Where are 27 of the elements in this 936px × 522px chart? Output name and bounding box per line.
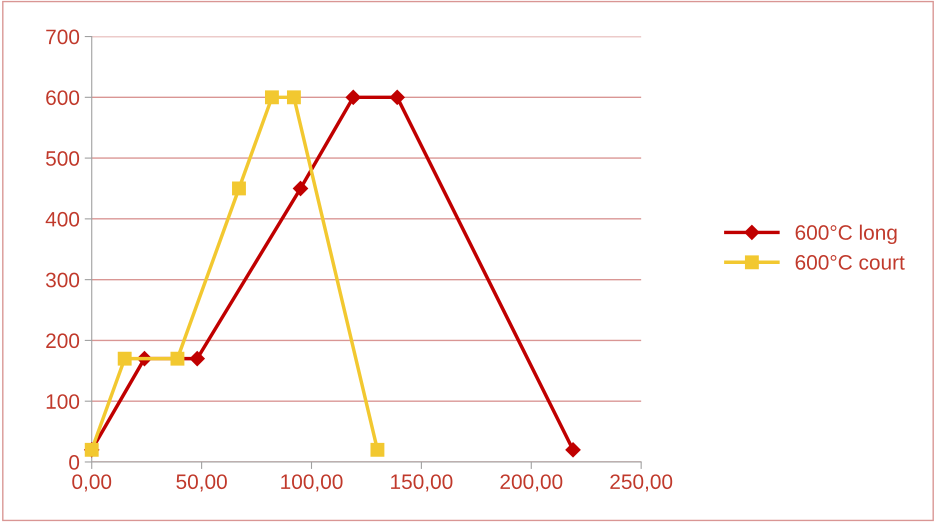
point [565, 442, 581, 458]
y-tick-label: 700 [46, 30, 80, 44]
x-tick-label: 250,00 [610, 474, 672, 492]
point [370, 442, 384, 457]
y-tick-label: 300 [46, 272, 80, 288]
point [286, 90, 301, 104]
y-tick-label: 400 [46, 212, 80, 227]
x-tick-label: 200,00 [500, 474, 562, 492]
point [390, 90, 405, 105]
legend-label: 600°C court [796, 255, 905, 270]
point [118, 352, 132, 366]
x-tick-label: 100,00 [281, 474, 343, 492]
point [190, 351, 205, 366]
point [292, 180, 308, 196]
y-tick-label: 100 [46, 394, 80, 409]
point [232, 182, 246, 196]
x-tick-label: 0,00 [72, 474, 112, 492]
point [346, 90, 361, 105]
point [170, 352, 184, 366]
y-tick-label: 200 [46, 333, 80, 348]
legend-label: 600°C long [796, 224, 897, 244]
x-tick-label: 50,00 [176, 474, 227, 492]
y-tick-label: 600 [46, 90, 80, 106]
y-tick-label: 0 [69, 454, 80, 470]
x-tick-label: 150,00 [391, 474, 452, 492]
point [264, 90, 279, 104]
y-tick-label: 500 [46, 151, 80, 166]
